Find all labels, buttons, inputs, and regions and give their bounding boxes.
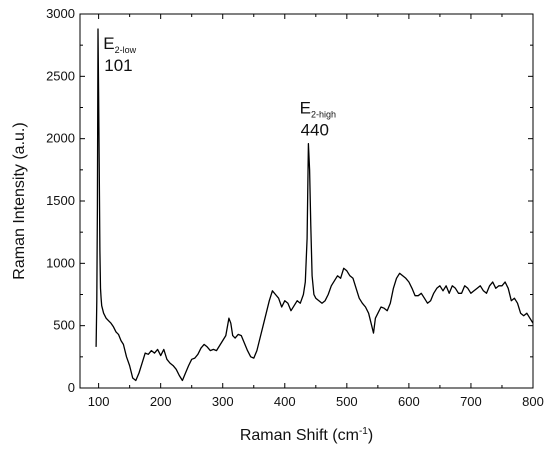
plot-border bbox=[79, 13, 534, 389]
spectrum-series bbox=[95, 28, 534, 382]
x-tick-label: 300 bbox=[212, 394, 234, 409]
y-tick-label: 0 bbox=[68, 380, 75, 395]
y-tick-label: 3000 bbox=[46, 6, 75, 21]
x-axis-title-superscript: -1 bbox=[359, 426, 368, 437]
x-axis-title-close: ) bbox=[368, 427, 373, 444]
x-axis-title-text: Raman Shift (cm bbox=[240, 427, 359, 444]
x-tick-label: 700 bbox=[460, 394, 482, 409]
peak-mode-label: E2-high bbox=[300, 99, 336, 120]
y-tick-label: 1500 bbox=[46, 193, 75, 208]
y-axis-title: Raman Intensity (a.u.) bbox=[11, 122, 28, 279]
x-axis-title: Raman Shift (cm-1) bbox=[240, 426, 373, 444]
x-tick-label: 600 bbox=[398, 394, 420, 409]
x-tick-label: 100 bbox=[88, 394, 110, 409]
plot-frame bbox=[79, 13, 534, 389]
x-axis-ticks: 100 200 300 400 500 600 700 800 bbox=[88, 14, 544, 409]
y-tick-label: 1000 bbox=[46, 255, 75, 270]
x-tick-label: 800 bbox=[522, 394, 544, 409]
spectrum-line bbox=[95, 28, 534, 382]
y-tick-label: 2000 bbox=[46, 131, 75, 146]
x-tick-label: 500 bbox=[336, 394, 358, 409]
peak-mode-subscript: 2-high bbox=[311, 110, 336, 120]
peak-value-label: 101 bbox=[104, 56, 132, 75]
y-tick-label: 500 bbox=[53, 318, 75, 333]
y-tick-label: 2500 bbox=[46, 68, 75, 83]
y-axis-ticks: 0 500 1000 1500 2000 2500 3000 bbox=[46, 6, 533, 395]
peak-mode-symbol: E bbox=[103, 34, 114, 53]
peak-value-label: 440 bbox=[301, 121, 329, 140]
peak-mode-subscript: 2-low bbox=[115, 45, 137, 55]
x-tick-label: 400 bbox=[274, 394, 296, 409]
peak-mode-label: E2-low bbox=[103, 34, 136, 55]
x-tick-label: 200 bbox=[150, 394, 172, 409]
peak-mode-symbol: E bbox=[300, 99, 311, 118]
